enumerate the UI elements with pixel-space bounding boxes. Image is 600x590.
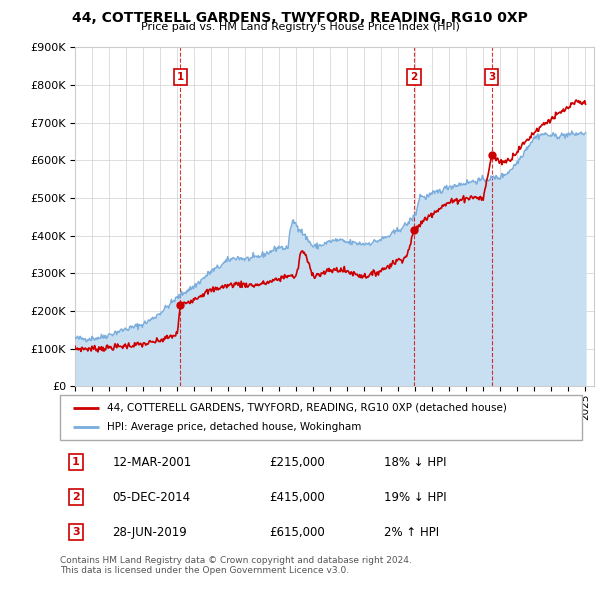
- Text: 19% ↓ HPI: 19% ↓ HPI: [383, 490, 446, 504]
- Text: 1: 1: [177, 73, 184, 83]
- Text: 2: 2: [72, 492, 80, 502]
- Text: 3: 3: [72, 527, 79, 537]
- Text: 28-JUN-2019: 28-JUN-2019: [112, 526, 187, 539]
- Text: HPI: Average price, detached house, Wokingham: HPI: Average price, detached house, Woki…: [107, 422, 361, 432]
- Text: Price paid vs. HM Land Registry's House Price Index (HPI): Price paid vs. HM Land Registry's House …: [140, 22, 460, 32]
- Text: 2% ↑ HPI: 2% ↑ HPI: [383, 526, 439, 539]
- Text: Contains HM Land Registry data © Crown copyright and database right 2024.
This d: Contains HM Land Registry data © Crown c…: [60, 556, 412, 575]
- Text: 44, COTTERELL GARDENS, TWYFORD, READING, RG10 0XP (detached house): 44, COTTERELL GARDENS, TWYFORD, READING,…: [107, 403, 507, 412]
- Text: 1: 1: [72, 457, 80, 467]
- Text: 2: 2: [410, 73, 418, 83]
- Text: 44, COTTERELL GARDENS, TWYFORD, READING, RG10 0XP: 44, COTTERELL GARDENS, TWYFORD, READING,…: [72, 11, 528, 25]
- Text: 12-MAR-2001: 12-MAR-2001: [112, 455, 191, 468]
- Text: 05-DEC-2014: 05-DEC-2014: [112, 490, 190, 504]
- Text: 18% ↓ HPI: 18% ↓ HPI: [383, 455, 446, 468]
- Text: £215,000: £215,000: [269, 455, 325, 468]
- Text: £615,000: £615,000: [269, 526, 325, 539]
- Text: £415,000: £415,000: [269, 490, 325, 504]
- Text: 3: 3: [488, 73, 496, 83]
